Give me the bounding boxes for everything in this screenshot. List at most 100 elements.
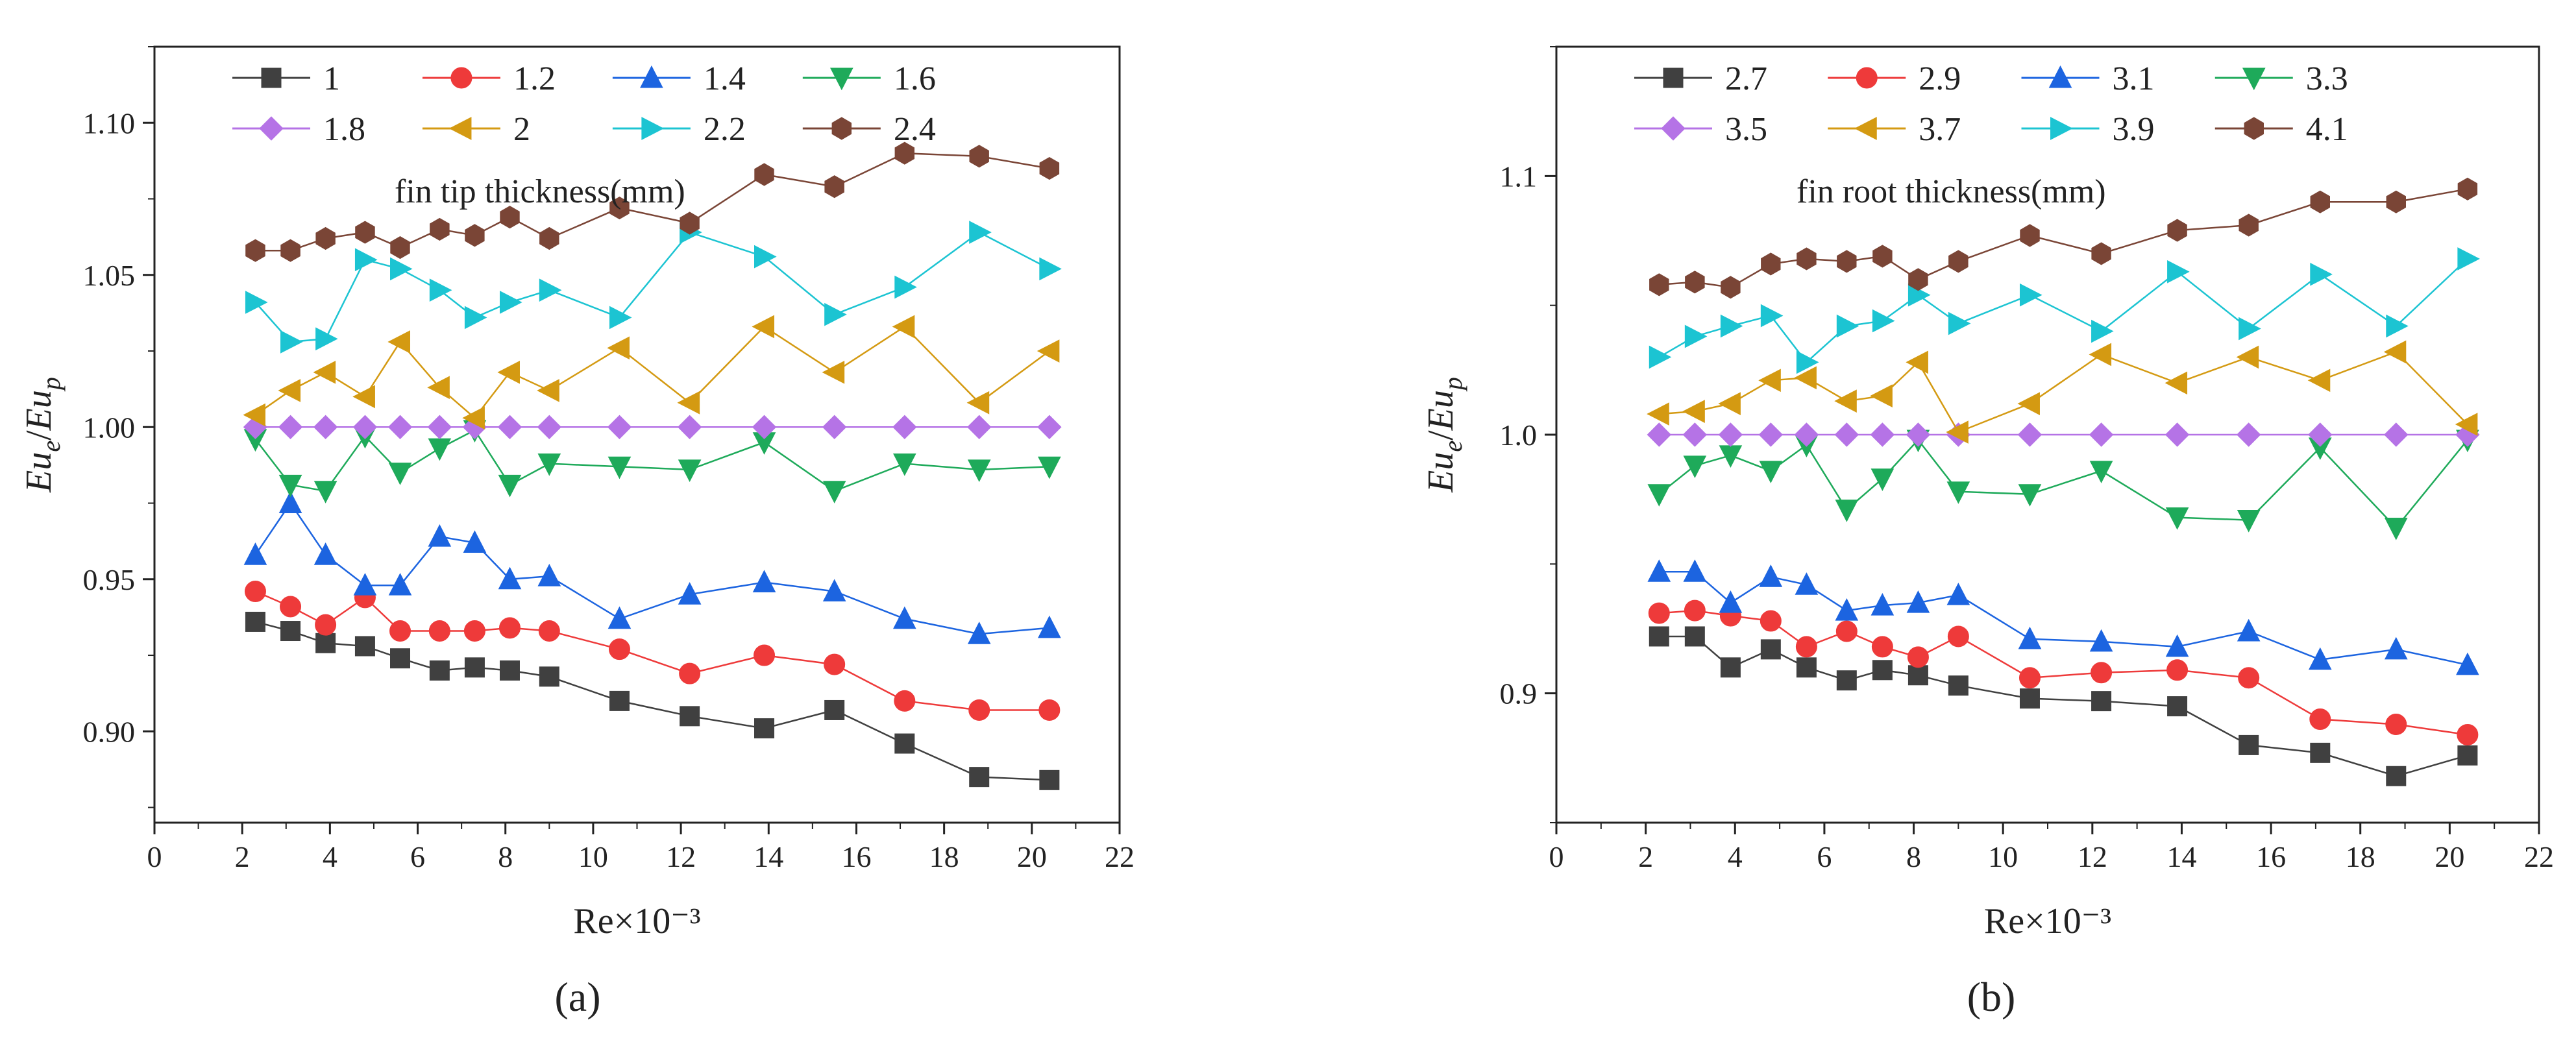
data-point — [1761, 252, 1781, 276]
series-3.5 — [1647, 422, 2480, 447]
legend-marker — [641, 117, 664, 140]
data-point — [967, 415, 992, 439]
data-point — [1906, 422, 1931, 447]
data-point — [2386, 190, 2406, 213]
data-point — [1835, 620, 1858, 642]
y-tick-label: 1.00 — [83, 411, 136, 444]
x-tick-label: 18 — [2346, 840, 2375, 873]
x-tick-label: 4 — [1728, 840, 1743, 873]
data-point — [2166, 659, 2189, 681]
data-point — [352, 415, 378, 439]
data-point — [1037, 339, 1060, 363]
x-tick-label: 0 — [147, 840, 162, 873]
data-point — [1684, 324, 1708, 348]
data-point — [497, 415, 522, 439]
data-point — [1760, 610, 1782, 632]
series-line — [254, 231, 1050, 343]
data-point — [429, 660, 450, 681]
data-point — [2239, 734, 2259, 755]
data-point — [278, 415, 303, 439]
x-tick-label: 12 — [666, 840, 696, 873]
data-point — [1797, 247, 1817, 271]
data-point — [390, 236, 410, 260]
x-tick-label: 2 — [1638, 840, 1653, 873]
legend-marker — [1661, 116, 1686, 141]
data-point — [1906, 590, 1930, 613]
legend: 1 1.2 1.4 1.6 1.8 2 2.2 2.4 fin tip thickness(mm… — [232, 60, 936, 210]
data-point — [315, 327, 338, 351]
legend-marker — [2048, 65, 2072, 88]
data-point — [2167, 219, 2187, 242]
data-point — [824, 302, 847, 326]
data-point — [2386, 766, 2407, 786]
y-tick-label: 0.90 — [83, 715, 136, 748]
data-point — [2165, 371, 2188, 395]
legend-label: 2.4 — [894, 111, 936, 148]
data-point — [2384, 636, 2408, 660]
x-tick-label: 4 — [323, 840, 337, 873]
data-point — [429, 278, 452, 302]
data-point — [2089, 461, 2113, 483]
data-point — [1684, 599, 1706, 622]
legend-title: fin root thickness(mm) — [1797, 173, 2106, 210]
data-point — [498, 566, 522, 590]
data-point — [754, 163, 774, 186]
y-axis-title-sub: e — [36, 441, 66, 452]
series-line — [1659, 609, 2468, 736]
y-axis-title-part: Eu — [1421, 452, 1461, 493]
legend-item: 1.6 — [802, 60, 936, 97]
data-point — [499, 660, 520, 681]
data-point — [2236, 345, 2259, 369]
data-point — [1908, 268, 1928, 291]
data-point — [315, 633, 336, 653]
data-point — [968, 699, 990, 721]
data-point — [2310, 742, 2331, 763]
x-tick-label: 10 — [1988, 840, 2018, 873]
data-point — [2018, 626, 2042, 649]
data-point — [280, 596, 302, 618]
data-point — [428, 524, 452, 547]
y-axis-title-part: Eu — [19, 390, 59, 431]
data-point — [313, 542, 337, 565]
y-tick-label: 0.9 — [1500, 677, 1538, 710]
data-point — [1039, 157, 1060, 180]
data-point — [313, 481, 337, 503]
x-axis-title: Re×10⁻³ — [1984, 901, 2111, 941]
data-point — [892, 315, 915, 339]
chart-panel-a: 0 2 4 6 8 10 12 14 16 18 20 220.900.951.001.051.10R… — [19, 45, 1135, 1020]
data-point — [245, 611, 265, 632]
data-point — [2457, 723, 2479, 745]
data-point — [2091, 319, 2114, 343]
legend-label: 1.6 — [894, 60, 936, 97]
legend-marker — [259, 116, 284, 141]
data-point — [352, 385, 375, 409]
data-point — [537, 564, 561, 587]
legend-item: 1.4 — [612, 60, 746, 97]
data-point — [754, 245, 777, 269]
data-point — [278, 490, 302, 514]
data-point — [1947, 625, 1969, 647]
data-point — [2237, 510, 2261, 533]
data-point — [1836, 670, 1857, 691]
x-tick-label: 12 — [2078, 840, 2107, 873]
y-axis-title-sub: e — [1438, 441, 1467, 452]
legend-label: 3.7 — [1919, 111, 1961, 148]
data-point — [754, 718, 775, 739]
data-point — [2018, 667, 2041, 689]
legend-marker — [829, 67, 853, 91]
y-tick-label: 1.10 — [83, 106, 136, 139]
data-point — [969, 145, 989, 168]
data-point — [463, 530, 487, 553]
data-point — [1871, 593, 1895, 616]
legend-label: 1 — [323, 60, 340, 97]
data-point — [2383, 340, 2407, 364]
data-point — [2089, 629, 2113, 652]
x-tick-label: 20 — [2435, 840, 2464, 873]
data-point — [1647, 422, 1671, 447]
legend-item: 1.2 — [422, 60, 556, 97]
legend-label: 1.2 — [513, 60, 556, 97]
data-point — [245, 239, 265, 262]
y-axis-title: Eue/Eup — [19, 377, 66, 493]
data-point — [500, 206, 520, 229]
x-tick-label: 14 — [2166, 840, 2196, 873]
